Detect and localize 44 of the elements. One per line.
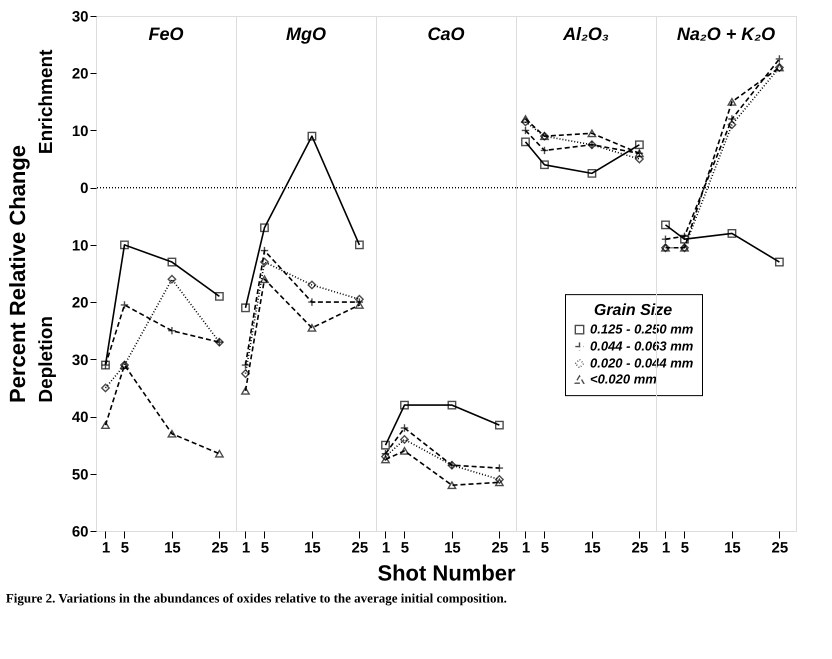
x-tick-label: 1 — [522, 540, 530, 556]
y-tick-label: 20 — [72, 66, 88, 83]
x-tick-label: 15 — [444, 540, 461, 556]
caption: Figure 2. Variations in the abundances of oxides relative to the average initial composition. — [6, 590, 507, 606]
y-tick-label: 30 — [72, 352, 88, 369]
y-tick-label: 60 — [72, 524, 88, 540]
y-tick-label: 10 — [72, 237, 88, 254]
x-tick-label: 25 — [772, 540, 788, 556]
text: Enrichment — [36, 48, 57, 154]
text: Depletion — [36, 316, 57, 403]
y-tick-label: 50 — [72, 466, 88, 484]
x-tick-label: 25 — [352, 540, 368, 556]
x-tick-label: 5 — [680, 540, 690, 556]
legend-label: 0.044 - 0.063 mm — [590, 338, 694, 354]
x-tick-label: 15 — [724, 540, 741, 556]
chart-title: MgO — [286, 24, 326, 44]
y-tick-label: 0 — [80, 180, 88, 198]
y-tick-label: 20 — [72, 294, 88, 312]
x-tick-label: 15 — [584, 540, 601, 556]
x-tick-label: 1 — [242, 540, 250, 556]
legend-title: Grain Size — [594, 302, 672, 320]
legend-label: 0.125 - 0.250 mm — [590, 322, 694, 337]
chart-title: Na₂O + K₂O — [676, 24, 776, 44]
x-tick-label: 5 — [400, 540, 410, 556]
x-tick-label: 5 — [540, 540, 550, 556]
x-tick-label: 5 — [120, 540, 130, 556]
x-tick-label: 5 — [260, 540, 270, 556]
x-tick-label: 15 — [304, 540, 321, 556]
x-tick-label: 25 — [632, 540, 648, 556]
x-tick-label: 1 — [662, 540, 670, 556]
legend-label: <0.020 mm — [590, 372, 658, 387]
x-axis-title: Shot Number — [377, 560, 516, 586]
y-tick-label: 40 — [72, 409, 88, 426]
y-axis-title: Percent Relative Change — [4, 145, 30, 403]
y-tick-label: 10 — [72, 122, 88, 140]
x-tick-label: 25 — [492, 540, 508, 556]
x-tick-label: 1 — [382, 540, 390, 556]
chart-title: FeO — [148, 24, 184, 44]
x-tick-label: 1 — [102, 540, 110, 556]
chart-title: Al₂O₃ — [562, 24, 609, 44]
y-tick-label: 30 — [72, 8, 88, 26]
x-tick-label: 25 — [212, 540, 228, 556]
chart-title: CaO — [427, 24, 465, 44]
x-tick-label: 15 — [164, 540, 181, 556]
